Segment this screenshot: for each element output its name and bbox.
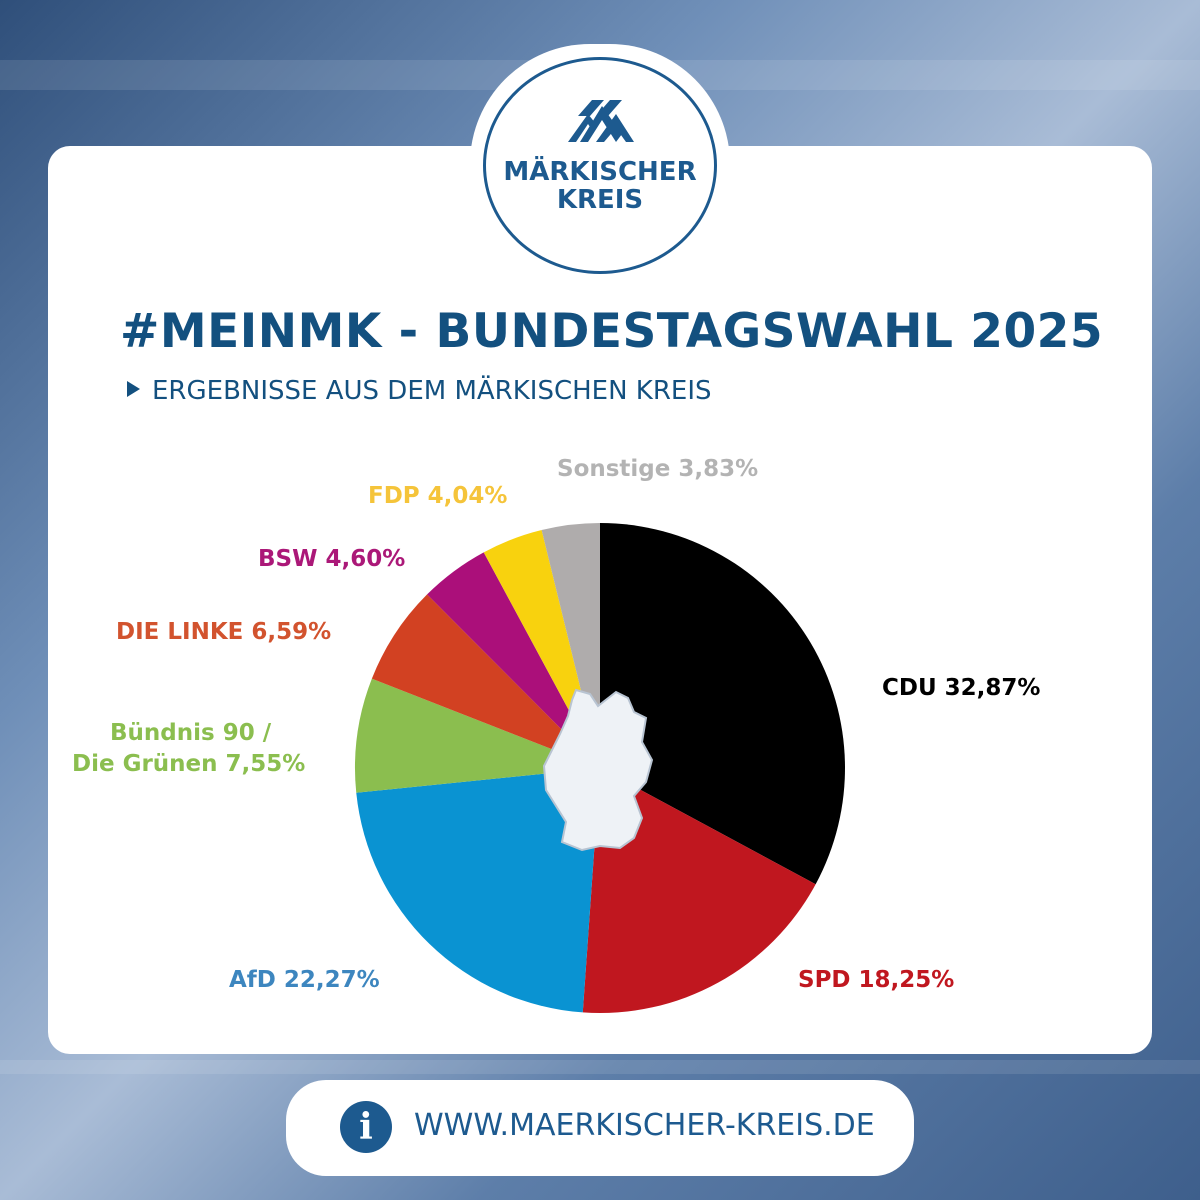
page-subtitle: ERGEBNISSE AUS DEM MÄRKISCHEN KREIS bbox=[127, 376, 712, 406]
pie-slice-spd bbox=[582, 768, 816, 1013]
label-gruene-line2: Die Grünen 7,55% bbox=[72, 751, 306, 777]
page-title: #MEINMK - BUNDESTAGSWAHL 2025 bbox=[120, 304, 1104, 359]
logo-ring bbox=[483, 57, 717, 274]
label-gruene-line1: Bündnis 90 / bbox=[110, 720, 272, 746]
label-gruene: Bündnis 90 / Die Grünen 7,55% bbox=[72, 718, 330, 780]
label-afd: AfD 22,27% bbox=[229, 967, 380, 993]
label-sonstige: Sonstige 3,83% bbox=[557, 456, 759, 482]
pie-slice-afd bbox=[356, 768, 600, 1013]
pie-slice-linke bbox=[371, 594, 600, 768]
label-spd: SPD 18,25% bbox=[798, 967, 955, 993]
logo-line1: MÄRKISCHER bbox=[503, 157, 697, 187]
logo-line2: KREIS bbox=[556, 185, 644, 215]
label-linke: DIE LINKE 6,59% bbox=[116, 619, 332, 645]
pie-slice-bsw bbox=[427, 552, 600, 768]
background-stripe bbox=[0, 1060, 1200, 1074]
label-bsw: BSW 4,60% bbox=[258, 546, 406, 572]
website-link[interactable]: WWW.MAERKISCHER-KREIS.DE bbox=[414, 1108, 875, 1143]
label-fdp: FDP 4,04% bbox=[368, 483, 508, 509]
logo-text: MÄRKISCHER KREIS bbox=[483, 158, 717, 214]
pie-slice-cdu bbox=[600, 523, 845, 885]
subtitle-text: ERGEBNISSE AUS DEM MÄRKISCHEN KREIS bbox=[152, 376, 712, 406]
pie-slice-gruene bbox=[354, 678, 600, 793]
germany-map-icon bbox=[542, 688, 654, 852]
label-cdu: CDU 32,87% bbox=[882, 675, 1041, 701]
play-arrow-icon bbox=[127, 381, 140, 397]
info-icon: i bbox=[340, 1101, 392, 1153]
mountains-logo-icon bbox=[568, 100, 634, 142]
